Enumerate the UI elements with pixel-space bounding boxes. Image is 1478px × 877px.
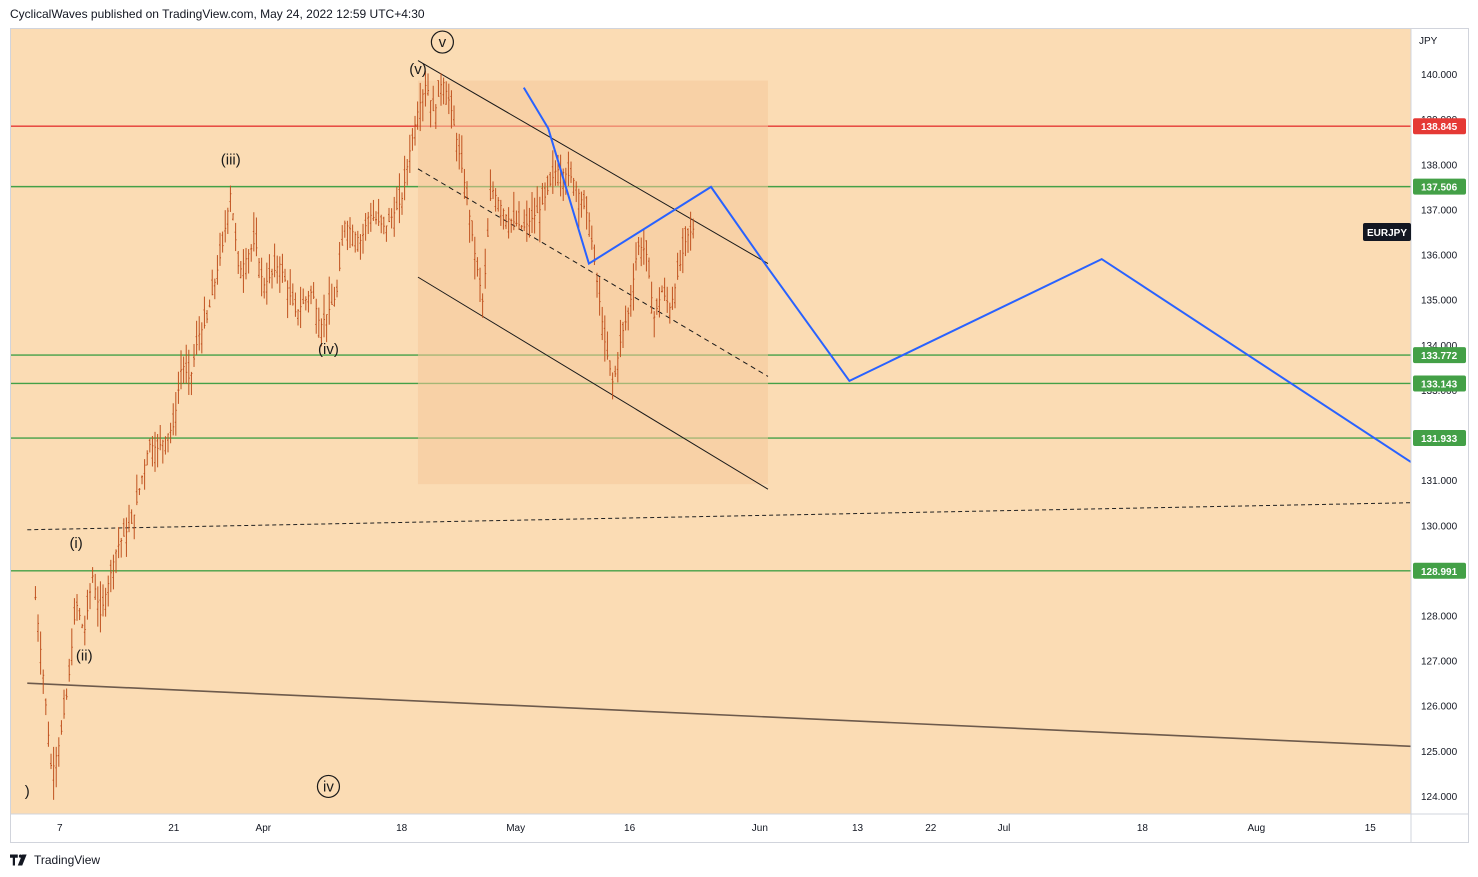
x-tick-label: 22: [925, 823, 937, 834]
x-tick-label: Aug: [1247, 823, 1265, 834]
wave-label: v: [439, 34, 447, 51]
wave-label-circle: [430, 30, 454, 54]
level-price-tag-label: 128.991: [1421, 567, 1458, 578]
y-tick-label: 134.000: [1421, 341, 1458, 352]
y-tick-label: 126.000: [1421, 702, 1458, 713]
symbol-tag-label: EURJPY: [1367, 228, 1407, 239]
footer-brand: TradingView: [34, 853, 101, 867]
wave-label: (ii): [76, 648, 93, 665]
wave-label: ): [25, 783, 30, 800]
x-tick-label: 18: [396, 823, 408, 834]
y-tick-label: 124.000: [1421, 792, 1458, 803]
footer: TradingView: [10, 851, 100, 869]
y-tick-label: 127.000: [1421, 657, 1458, 668]
wave-label-circle: [316, 774, 341, 799]
symbol-tag[interactable]: [1363, 223, 1411, 242]
time-axis[interactable]: [11, 814, 1468, 842]
wave-label: (iii): [221, 151, 241, 168]
y-tick-label: 138.000: [1421, 160, 1458, 171]
x-tick-label: 15: [1365, 823, 1377, 834]
x-tick-label: 21: [168, 823, 180, 834]
level-price-tag-label: 131.933: [1421, 434, 1458, 445]
forecast-path[interactable]: [522, 87, 1412, 463]
chart-container[interactable]: (i) (ii) (iii) (iv) (v) v iv) JPY 124.000 125.00…: [10, 28, 1469, 843]
level-price-tag-label: 133.143: [1421, 379, 1458, 390]
candlestick-chart[interactable]: (i) (ii) (iii) (iv) (v) v iv) JPY 124.000 125.00…: [11, 29, 1468, 842]
wave-label: (v): [409, 61, 427, 78]
channel-range-box: [417, 80, 768, 485]
channel-middle-line[interactable]: [417, 168, 769, 377]
wave-label: (i): [69, 535, 82, 552]
trendline-solid[interactable]: [27, 682, 1412, 748]
x-tick-label: May: [506, 823, 525, 834]
level-price-tag: [1413, 178, 1466, 195]
level-price-tag: [1413, 347, 1466, 364]
y-tick-label: 136.000: [1421, 251, 1458, 262]
channel-upper-line[interactable]: [417, 60, 769, 265]
level-price-tag-label: 138.845: [1421, 122, 1458, 133]
x-tick-label: Apr: [256, 823, 272, 834]
y-tick-label: 128.000: [1421, 611, 1458, 622]
y-tick-label: 137.000: [1421, 205, 1458, 216]
y-tick-label: 125.000: [1421, 747, 1458, 758]
x-tick-label: Jun: [752, 823, 768, 834]
wave-label: iv: [323, 778, 334, 795]
channel-lower-line[interactable]: [417, 276, 769, 490]
tradingview-logo-icon: [10, 854, 27, 866]
y-tick-label: 135.000: [1421, 296, 1458, 307]
y-tick-label: 140.000: [1421, 70, 1458, 81]
currency-label: JPY: [1419, 36, 1438, 47]
level-price-tag: [1413, 562, 1466, 579]
x-tick-label: 18: [1137, 823, 1149, 834]
y-tick-label: 131.000: [1421, 476, 1458, 487]
x-tick-label: 16: [624, 823, 636, 834]
x-tick-label: 13: [852, 823, 864, 834]
level-price-tag-label: 133.772: [1421, 351, 1458, 362]
publish-info: CyclicalWaves published on TradingView.c…: [10, 7, 425, 21]
x-tick-label: Jul: [998, 823, 1011, 834]
level-price-tag: [1413, 118, 1466, 135]
y-tick-label: 130.000: [1421, 521, 1458, 532]
level-price-tag: [1413, 375, 1466, 392]
level-price-tag: [1413, 430, 1466, 447]
x-tick-label: 7: [57, 823, 63, 834]
wave-label: (iv): [318, 341, 339, 358]
level-price-tag-label: 137.506: [1421, 183, 1458, 194]
